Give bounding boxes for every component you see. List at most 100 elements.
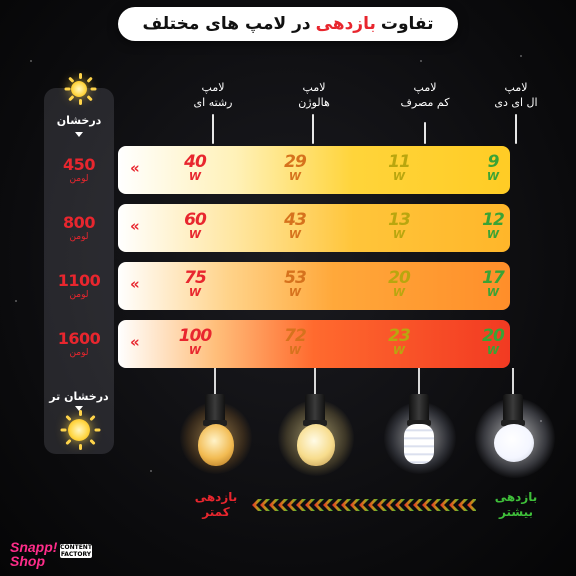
watt-cell: 13 W: [381, 211, 417, 241]
sun-ray: [68, 95, 75, 102]
watt-value: 20: [482, 326, 505, 346]
watt-unit: W: [188, 344, 202, 357]
lumen-unit: لومن: [69, 290, 89, 300]
watt-unit: W: [392, 286, 406, 299]
lumen-unit: لومن: [69, 174, 89, 184]
watt-unit: W: [486, 286, 500, 299]
table-row: «100 W 72 W 23 W 20 W: [118, 320, 510, 368]
down-arrow-icon: [75, 132, 83, 137]
lumen-value: 800: [63, 213, 95, 232]
watt-unit: W: [392, 228, 406, 241]
sun-ray: [79, 410, 82, 416]
watt-unit: W: [486, 228, 500, 241]
sun-ray: [79, 99, 82, 105]
sun-ray: [79, 444, 82, 450]
watt-cell: 53 W: [277, 269, 313, 299]
sun-ray: [90, 87, 97, 91]
chevron-left-icon: [323, 499, 333, 511]
chevron-left-icon: [458, 499, 468, 511]
page-title: تفاوت بازدهی در لامپ های مختلف: [118, 7, 458, 41]
watt-value: 60: [184, 210, 207, 230]
chevron-left-icon: [314, 499, 324, 511]
sun-icon: [64, 73, 97, 105]
efficiency-more-label: بازدهی بیشتر: [494, 490, 538, 519]
column-header-led: لامپ ال ای دی: [494, 81, 538, 109]
column-header-halogen: لامپ هالوژن: [298, 81, 330, 109]
sun-ray: [60, 428, 67, 432]
chevron-left-icon: [269, 499, 279, 511]
chevron-left-icon: [449, 499, 459, 511]
chevron-left-icon: [404, 499, 414, 511]
chevron-left-icon: [422, 499, 432, 511]
table-row: «60 W 43 W 13 W 12 W: [118, 204, 510, 252]
chevron-left-icon: «: [130, 333, 140, 351]
chevron-left-icon: [386, 499, 396, 511]
lumen-unit: لومن: [69, 348, 89, 358]
chevron-left-icon: «: [130, 217, 140, 235]
watt-value: 23: [388, 326, 411, 346]
watt-value: 53: [284, 268, 307, 288]
column-header-cfl: لامپ کم مصرف: [400, 81, 450, 109]
watt-cell: 72 W: [277, 327, 313, 357]
watt-cell: 17 W: [475, 269, 510, 299]
brightness-bottom-label: درخشان تر: [49, 390, 109, 403]
sun-ray: [64, 87, 71, 91]
lumen-unit: لومن: [69, 232, 89, 242]
bulb-cord: [512, 368, 514, 394]
chevron-left-icon: «: [130, 275, 140, 293]
chevron-left-icon: [368, 499, 378, 511]
watt-cell: 12 W: [475, 211, 510, 241]
chevron-left-icon: [332, 499, 342, 511]
sun-ray: [79, 73, 82, 79]
sun-ray: [65, 438, 72, 446]
chevron-left-icon: [431, 499, 441, 511]
watt-cell: 20 W: [381, 269, 417, 299]
chevron-left-icon: [350, 499, 360, 511]
watt-cell: 40 W: [177, 153, 213, 183]
watt-unit: W: [486, 344, 500, 357]
title-accent: بازدهی: [315, 14, 376, 34]
table-row: «75 W 53 W 20 W 17 W: [118, 262, 510, 310]
content-factory-logo: CONTENT FACTORY: [60, 544, 92, 558]
sun-ray: [86, 76, 93, 83]
header-leader-line: [312, 114, 314, 144]
chevron-left-icon: [440, 499, 450, 511]
watt-value: 43: [284, 210, 307, 230]
table-row: «40 W 29 W 11 W 9 W: [118, 146, 510, 194]
watt-unit: W: [188, 286, 202, 299]
chevron-left-icon: [359, 499, 369, 511]
watt-cell: 29 W: [277, 153, 313, 183]
sun-icon: [60, 410, 101, 450]
watt-cell: 23 W: [381, 327, 417, 357]
watt-cell: 20 W: [475, 327, 510, 357]
watt-unit: W: [392, 344, 406, 357]
watt-unit: W: [188, 228, 202, 241]
watt-value: 75: [184, 268, 207, 288]
bulb-cord: [314, 368, 316, 394]
header-leader-line: [515, 114, 517, 144]
watt-unit: W: [486, 170, 500, 183]
watt-unit: W: [188, 170, 202, 183]
title-prefix: تفاوت: [380, 14, 434, 34]
sun-ray: [94, 428, 101, 432]
watt-value: 29: [284, 152, 307, 172]
chevron-left-icon: [341, 499, 351, 511]
watt-cell: 11 W: [381, 153, 417, 183]
sun-ray: [65, 414, 72, 422]
watt-unit: W: [288, 344, 302, 357]
watt-cell: 100 W: [177, 327, 213, 357]
chevron-left-icon: [395, 499, 405, 511]
watt-value: 17: [482, 268, 505, 288]
watt-cell: 75 W: [177, 269, 213, 299]
title-suffix: در لامپ های مختلف: [142, 14, 311, 34]
chevron-left-icon: [296, 499, 306, 511]
efficiency-gradient-bar: [248, 497, 477, 513]
watt-value: 11: [388, 152, 411, 172]
down-arrow-icon: [75, 406, 83, 411]
chevron-left-icon: [377, 499, 387, 511]
brightness-column: [44, 88, 114, 454]
watt-value: 40: [184, 152, 207, 172]
watt-value: 72: [284, 326, 307, 346]
watt-value: 9: [487, 152, 500, 172]
